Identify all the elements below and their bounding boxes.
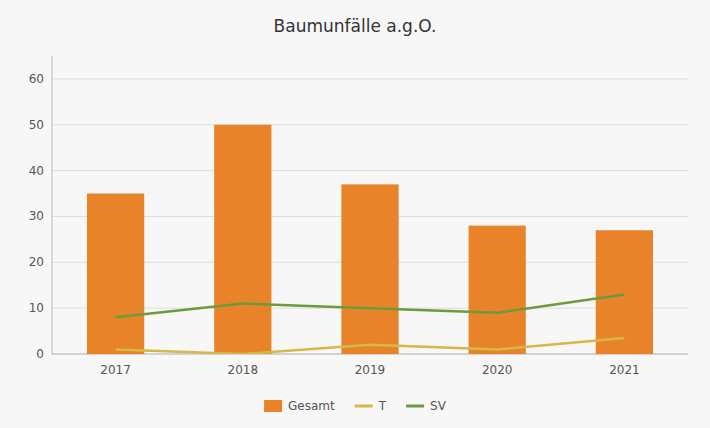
y-axis-line bbox=[52, 56, 53, 354]
legend-swatch bbox=[406, 405, 424, 408]
bar bbox=[469, 226, 526, 354]
plot-area bbox=[87, 125, 653, 354]
x-tick-label: 2020 bbox=[482, 363, 513, 377]
legend-item: Gesamt bbox=[264, 399, 335, 413]
chart: Baumunfälle a.g.O.0102030405060201720182… bbox=[0, 0, 710, 428]
chart-container: Baumunfälle a.g.O.0102030405060201720182… bbox=[0, 0, 710, 428]
x-tick-label: 2019 bbox=[355, 363, 386, 377]
x-tick-label: 2017 bbox=[100, 363, 131, 377]
line bbox=[116, 338, 625, 354]
y-tick-label: 10 bbox=[29, 301, 44, 315]
x-tick-label: 2021 bbox=[609, 363, 640, 377]
y-tick-label: 50 bbox=[29, 118, 44, 132]
x-tick-label: 2018 bbox=[228, 363, 259, 377]
legend-item: SV bbox=[406, 399, 447, 413]
title: Baumunfälle a.g.O. bbox=[274, 16, 437, 36]
legend-swatch bbox=[355, 405, 373, 408]
y-tick-label: 0 bbox=[36, 347, 44, 361]
y-tick-label: 40 bbox=[29, 164, 44, 178]
bar bbox=[214, 125, 271, 354]
bar bbox=[87, 194, 144, 354]
grid-line bbox=[52, 124, 688, 125]
legend-item: T bbox=[355, 399, 387, 413]
legend-label: Gesamt bbox=[288, 399, 335, 413]
y-tick-label: 60 bbox=[29, 72, 44, 86]
bar bbox=[596, 230, 653, 354]
y-tick-label: 30 bbox=[29, 209, 44, 223]
y-axis: 0 10 20 30 40 50 60 bbox=[29, 56, 688, 361]
legend-label: T bbox=[378, 399, 387, 413]
legend-label: SV bbox=[430, 399, 447, 413]
x-axis: 2017 2018 2019 2020 2021 bbox=[100, 363, 639, 377]
legend: Gesamt T SV bbox=[264, 399, 447, 413]
y-tick-label: 20 bbox=[29, 255, 44, 269]
legend-swatch bbox=[264, 400, 282, 412]
grid-line bbox=[52, 170, 688, 171]
line bbox=[116, 294, 625, 317]
bar bbox=[341, 184, 398, 354]
grid-line bbox=[52, 78, 688, 79]
